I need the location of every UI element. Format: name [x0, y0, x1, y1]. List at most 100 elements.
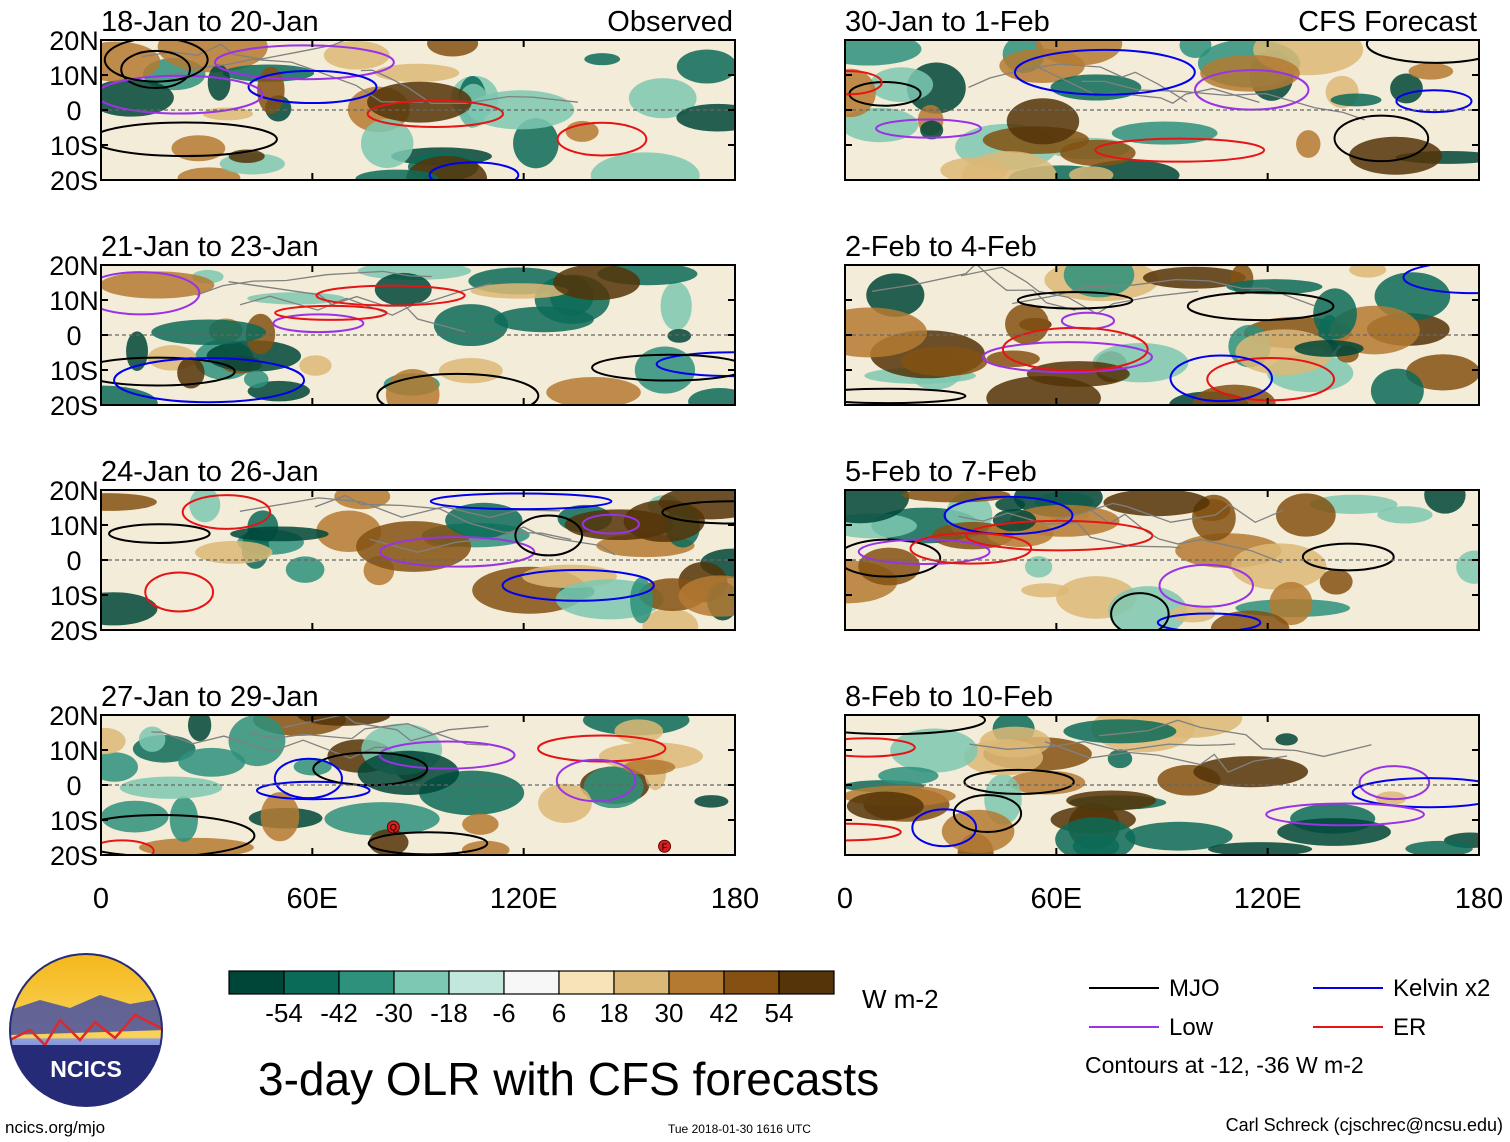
panel-period-title: 24-Jan to 26-Jan — [101, 456, 319, 488]
wave-contour — [1395, 89, 1473, 114]
wave-contour — [1333, 114, 1430, 163]
olr-anomaly-blob — [1226, 279, 1323, 295]
x-tick-label: 180 — [711, 883, 759, 915]
panel-period-title: 18-Jan to 20-Jan — [101, 6, 319, 38]
wave-contour — [655, 351, 735, 378]
wave-contour — [661, 500, 735, 525]
coastline — [969, 719, 1372, 773]
olr-anomaly-blob — [676, 49, 735, 84]
wave-contour — [911, 808, 978, 848]
wave-contour — [379, 536, 536, 568]
coastline — [968, 63, 1365, 121]
olr-anomaly-blob — [438, 357, 503, 384]
y-tick-label: 10N — [49, 61, 99, 91]
x-tick-label: 0 — [93, 883, 109, 915]
wave-contour — [963, 768, 1075, 795]
y-tick-label: 20N — [49, 476, 99, 506]
olr-anomaly-blob — [1024, 556, 1053, 578]
olr-colorbar: -54 -42 -30 -18 -6 6 18 30 42 54 — [228, 970, 835, 1028]
wave-contour — [514, 514, 584, 557]
wave-contour — [501, 568, 655, 602]
tc-marker — [386, 820, 400, 834]
olr-anomaly-blob — [1330, 93, 1382, 107]
olr-anomaly-blob — [101, 385, 158, 405]
olr-anomaly-blob — [119, 776, 223, 799]
olr-anomaly-blob — [206, 340, 302, 372]
wave-contour — [1186, 291, 1335, 322]
colorbar-label: 42 — [710, 998, 739, 1028]
olr-anomaly-blob — [356, 521, 472, 572]
panel-period-title: 8-Feb to 10-Feb — [845, 681, 1053, 713]
x-tick-label: 180 — [1455, 883, 1503, 915]
wave-contour — [120, 49, 191, 90]
website-link[interactable]: ncics.org/mjo — [5, 1118, 105, 1137]
olr-anomaly-blob — [1313, 288, 1357, 340]
olr-anomaly-blob — [660, 281, 692, 331]
coastline — [196, 270, 492, 333]
olr-anomaly-blob — [177, 167, 241, 180]
x-tick-label: 0 — [837, 883, 853, 915]
colorbar-label: 6 — [552, 998, 566, 1028]
colorbar-segment — [283, 970, 340, 995]
panel-0-1: 21-Jan to 23-Jan — [100, 231, 736, 406]
olr-anomaly-blob — [1349, 136, 1443, 175]
panel-period-title: 2-Feb to 4-Feb — [845, 231, 1037, 263]
wave-contour — [909, 532, 1033, 565]
olr-anomaly-blob — [285, 556, 325, 583]
coastline — [151, 715, 489, 759]
y-tick-label: 10N — [49, 511, 99, 541]
olr-anomaly-blob — [461, 840, 510, 855]
wave-contour — [965, 519, 1154, 552]
wave-contour — [1156, 612, 1262, 630]
olr-anomaly-blob — [513, 118, 559, 169]
olr-anomaly-blob — [1063, 265, 1135, 298]
olr-anomaly-blob — [890, 728, 978, 773]
olr-anomaly-blob — [1208, 842, 1313, 855]
colorbar-segment — [448, 970, 505, 995]
wave-contour — [272, 313, 365, 334]
olr-anomaly-blob — [1072, 834, 1120, 855]
olr-anomaly-blob — [1200, 54, 1300, 92]
tc-marker-label: F — [662, 842, 668, 852]
wave-contour — [1016, 291, 1134, 310]
olr-anomaly-blob — [1456, 550, 1479, 584]
figure-title: 3-day OLR with CFS forecasts — [258, 1053, 879, 1105]
wave-contour — [1013, 48, 1196, 96]
y-tick-label: 20N — [49, 26, 99, 56]
colorbar-label: -42 — [320, 998, 358, 1028]
olr-anomaly-blob — [583, 766, 644, 809]
colorbar-label: -30 — [375, 998, 413, 1028]
wave-contour — [1206, 356, 1336, 402]
wave-contour — [101, 74, 264, 115]
olr-anomaly-blob — [1193, 756, 1309, 788]
wave-contour — [101, 356, 236, 387]
author-credit: Carl Schreck (cjschrec@ncsu.edu) — [1226, 1115, 1503, 1135]
wave-contour — [1351, 777, 1479, 809]
wave-contour — [1402, 265, 1479, 295]
olr-anomaly-blob — [623, 759, 676, 775]
olr-anomaly-blob — [630, 577, 653, 624]
olr-anomaly-blob — [374, 63, 460, 83]
wave-contour — [845, 822, 902, 842]
olr-anomaly-blob — [1275, 733, 1298, 746]
olr-anomaly-blob — [243, 370, 269, 389]
olr-anomaly-blob — [688, 388, 735, 405]
wave-contour — [845, 737, 916, 758]
ncics-logo: NCICS — [9, 953, 163, 1107]
tc-marker — [658, 839, 672, 853]
wave-contour — [1265, 802, 1425, 827]
wave-contour — [555, 758, 637, 803]
olr-anomaly-blob — [678, 575, 735, 617]
olr-anomaly-blob — [177, 357, 205, 389]
olr-anomaly-blob — [1349, 265, 1387, 278]
wave-contour — [378, 740, 516, 770]
olr-anomaly-blob — [1068, 166, 1114, 180]
coastline — [239, 494, 616, 556]
olr-anomaly-blob — [694, 795, 729, 808]
olr-anomaly-blob — [1005, 303, 1049, 345]
wave-contour — [101, 814, 256, 855]
olr-anomaly-blob — [151, 319, 267, 345]
olr-anomaly-blob — [845, 40, 922, 66]
olr-anomaly-blob — [228, 715, 286, 767]
